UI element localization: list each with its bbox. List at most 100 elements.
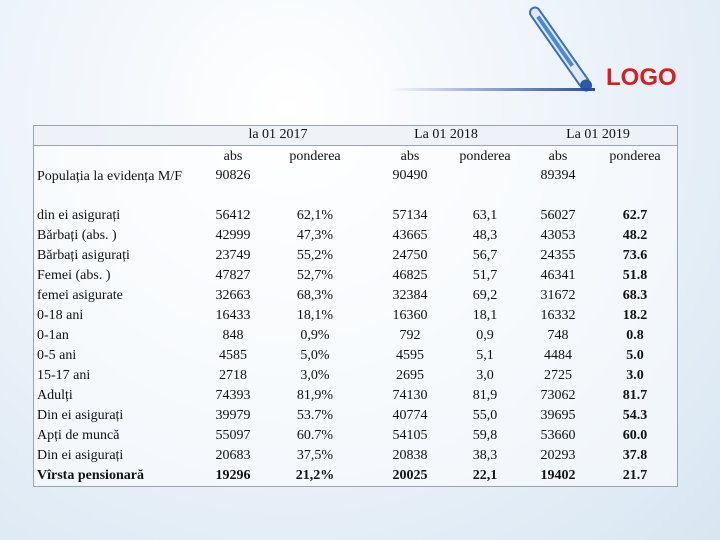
cell: 47827 (215, 268, 251, 283)
row-label: Femei (abs. ) (37, 268, 111, 283)
row-label: 0-1an (37, 328, 69, 343)
cell: 39979 (215, 408, 251, 423)
cell: 42999 (215, 228, 251, 243)
table-header-row (33, 125, 678, 146)
sub-header: abs (548, 149, 568, 164)
cell: 5.0 (626, 348, 644, 363)
cell: 56,7 (472, 248, 498, 263)
row-label: Bărbați (abs. ) (37, 228, 117, 243)
cell: 20683 (215, 448, 251, 463)
cell: 60.0 (622, 428, 648, 443)
row-label: Apți de muncă (37, 428, 120, 443)
cell: 51,7 (472, 268, 498, 283)
sub-header: abs (223, 149, 243, 164)
cell: 53.7% (296, 408, 334, 423)
cell: 90490 (392, 168, 428, 183)
cell: 37.8 (622, 448, 648, 463)
cell: 20838 (392, 448, 428, 463)
cell: 53660 (540, 428, 576, 443)
cell: 57134 (392, 208, 428, 223)
cell: 40774 (392, 408, 428, 423)
cell: 18,1 (472, 308, 498, 323)
thermometer-icon (529, 6, 593, 92)
cell: 90826 (215, 168, 251, 183)
cell: 748 (547, 328, 569, 343)
cell: 52,7% (296, 268, 334, 283)
cell: 63,1 (472, 208, 498, 223)
row-label: Adulți (37, 388, 73, 403)
cell: 62.7 (622, 208, 648, 223)
cell: 46341 (540, 268, 576, 283)
row-label: din ei asigurați (37, 208, 121, 223)
sub-header: abs (400, 149, 420, 164)
cell: 18.2 (622, 308, 648, 323)
cell: 31672 (540, 288, 576, 303)
cell: 5,1 (476, 348, 494, 363)
cell: 18,1% (296, 308, 334, 323)
cell: 43053 (540, 228, 576, 243)
cell: 39695 (540, 408, 576, 423)
cell: 16360 (392, 308, 428, 323)
cell: 62,1% (296, 208, 334, 223)
year-header: La 01 2018 (414, 127, 478, 142)
table-frame (33, 125, 678, 487)
row-label: Din ei asigurați (37, 448, 124, 463)
cell: 55,0 (472, 408, 498, 423)
cell: 24750 (392, 248, 428, 263)
sub-header: ponderea (459, 149, 511, 164)
logo-line (390, 88, 595, 91)
cell: 48,3 (472, 228, 498, 243)
cell: 38,3 (472, 448, 498, 463)
cell: 21.7 (622, 468, 648, 483)
row-label: 0-18 ani (37, 308, 84, 323)
cell: 19296 (215, 468, 251, 483)
cell: 73062 (540, 388, 576, 403)
cell: 22,1 (472, 468, 498, 483)
cell: 24355 (540, 248, 576, 263)
cell: 0,9% (300, 328, 330, 343)
cell: 60.7% (296, 428, 334, 443)
cell: 73.6 (622, 248, 648, 263)
year-header: la 01 2017 (248, 127, 308, 142)
cell: 74393 (215, 388, 251, 403)
cell: 848 (222, 328, 244, 343)
row-label: Vîrsta pensionară (37, 468, 144, 483)
cell: 54105 (392, 428, 428, 443)
cell: 20293 (540, 448, 576, 463)
sub-header: ponderea (289, 149, 341, 164)
cell: 43665 (392, 228, 428, 243)
row-label: 15-17 ani (37, 368, 91, 383)
cell: 4484 (544, 348, 572, 363)
cell: 48.2 (622, 228, 648, 243)
cell: 16433 (215, 308, 251, 323)
cell: 21,2% (295, 468, 335, 483)
cell: 68.3 (622, 288, 648, 303)
cell: 19402 (540, 468, 576, 483)
cell: 5,0% (300, 348, 330, 363)
cell: 68,3% (296, 288, 334, 303)
cell: 23749 (215, 248, 251, 263)
row-label: Bărbați asigurați (37, 248, 130, 263)
year-header: La 01 2019 (566, 127, 630, 142)
cell: 792 (399, 328, 421, 343)
cell: 81.7 (622, 388, 648, 403)
cell: 37,5% (296, 448, 334, 463)
cell: 54.3 (622, 408, 648, 423)
row-label: femei asigurate (37, 288, 123, 303)
logo: LOGO (606, 64, 677, 91)
cell: 2695 (396, 368, 424, 383)
cell: 4585 (219, 348, 247, 363)
cell: 56412 (215, 208, 251, 223)
cell: 0,9 (476, 328, 494, 343)
cell: 55,2% (296, 248, 334, 263)
cell: 89394 (540, 168, 576, 183)
cell: 47,3% (296, 228, 334, 243)
cell: 32384 (392, 288, 428, 303)
cell: 46825 (392, 268, 428, 283)
cell: 81,9% (296, 388, 334, 403)
row-label: 0-5 ani (37, 348, 77, 363)
cell: 59,8 (472, 428, 498, 443)
row-label: Populația la evidența M/F (37, 169, 183, 184)
